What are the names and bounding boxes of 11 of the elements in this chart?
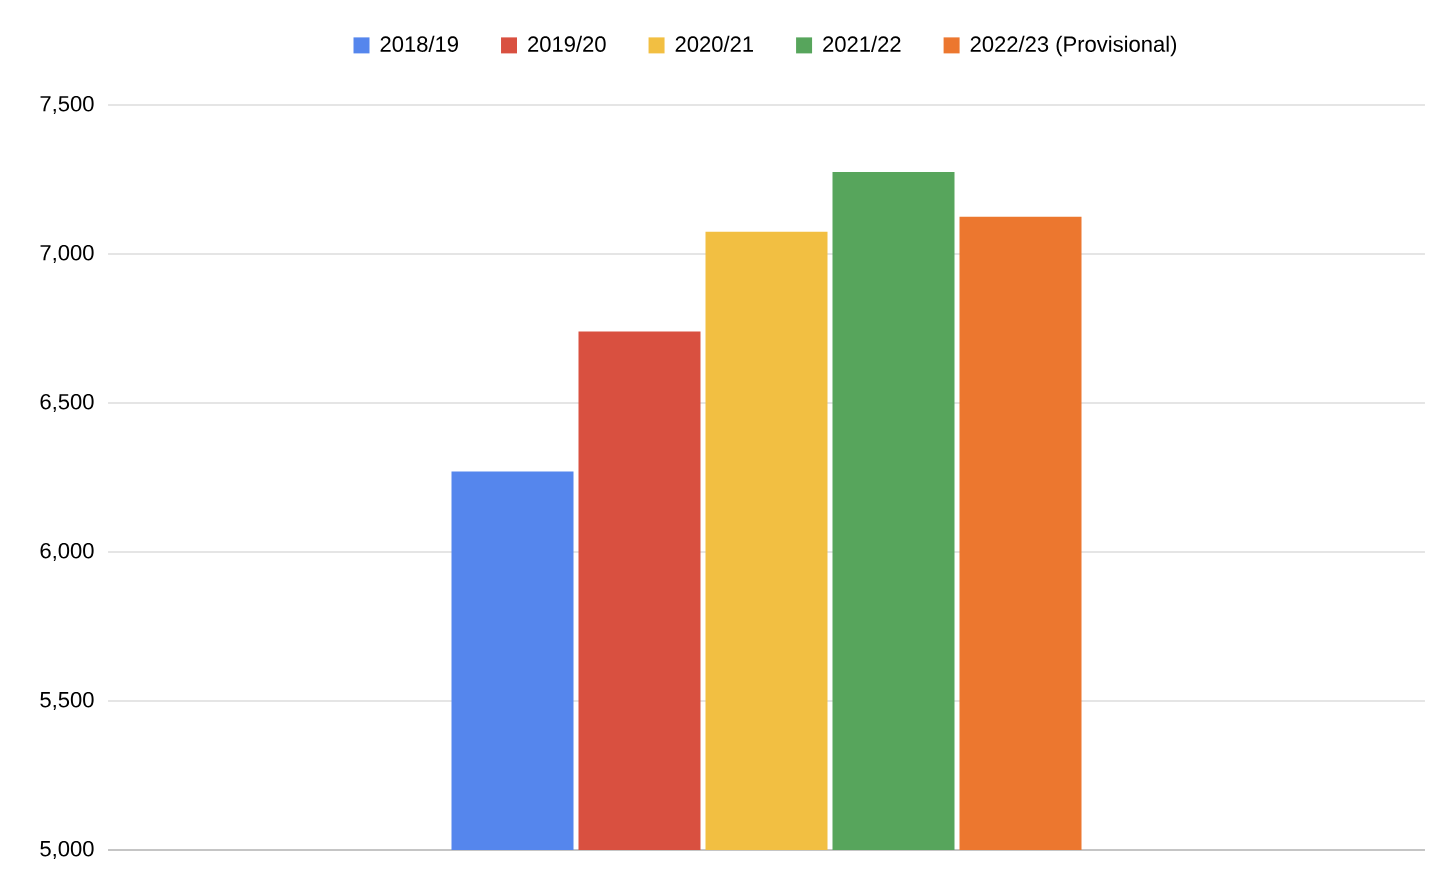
legend-label: 2022/23 (Provisional) xyxy=(970,35,1177,57)
legend-label: 2021/22 xyxy=(823,35,901,52)
y-tick-label: 6,000 xyxy=(40,542,94,562)
y-tick-label: 7,500 xyxy=(40,95,94,115)
y-tick-label: 7,000 xyxy=(40,244,94,264)
y-tick-label: 5,500 xyxy=(40,691,94,711)
y-tick-label: 5,000 xyxy=(40,840,94,860)
legend-label: 2019/20 xyxy=(528,35,606,52)
y-tick-label: 6,500 xyxy=(40,393,94,413)
legend-label: 2020/21 xyxy=(675,35,753,52)
legend-label: 2018/19 xyxy=(380,35,458,52)
